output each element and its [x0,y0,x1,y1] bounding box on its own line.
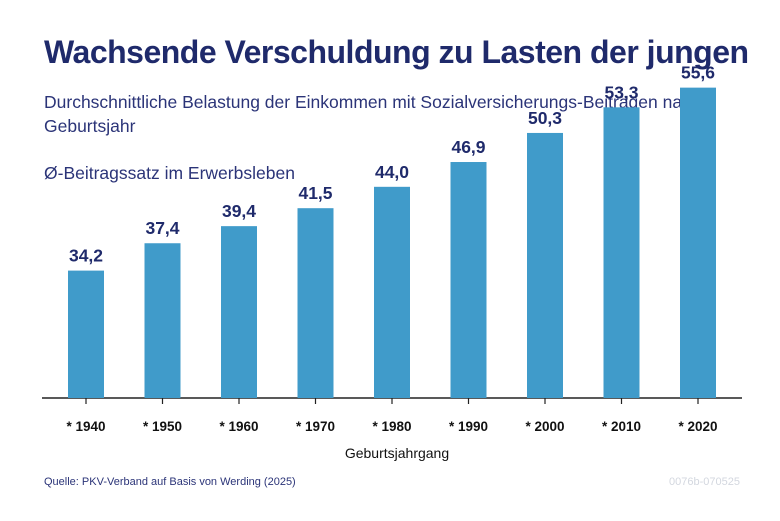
graphic-code: 0076b-070525 [669,476,740,488]
x-tick-label: * 1950 [143,419,182,434]
bar [680,87,716,398]
x-tick-label: * 1980 [372,419,411,434]
data-label: 37,4 [145,218,179,238]
bar [221,226,257,398]
bar [450,162,487,398]
data-label: 50,3 [528,108,562,128]
source-note: Quelle: PKV-Verband auf Basis von Werdin… [44,476,296,488]
data-label: 39,4 [222,201,256,221]
x-tick-label: * 1940 [66,419,105,434]
y-axis-label: Ø-Beitragssatz im Erwerbsleben [44,163,295,183]
bar [374,186,410,398]
bar [603,107,640,399]
bar [527,132,563,398]
x-axis-title: Geburtsjahrgang [345,445,449,461]
data-label: 44,0 [375,162,409,182]
chart-subtitle: Durchschnittliche Belastung der Einkomme… [44,92,701,136]
bar [297,208,334,398]
bar [68,270,104,398]
data-label: 34,2 [69,246,103,266]
x-tick-label: * 1970 [296,419,335,434]
x-tick-label: * 2020 [678,419,717,434]
data-label: 53,3 [604,82,638,102]
x-tick-label: * 2010 [602,419,641,434]
x-tick-label: * 2000 [525,419,564,434]
bar [144,243,181,398]
x-tick-label: * 1960 [219,419,258,434]
data-label: 46,9 [451,137,485,157]
chart-title: Wachsende Verschuldung zu Lasten der jun… [44,34,749,70]
data-label: 41,5 [298,183,332,203]
x-tick-label: * 1990 [449,419,488,434]
data-label: 55,6 [681,63,715,83]
